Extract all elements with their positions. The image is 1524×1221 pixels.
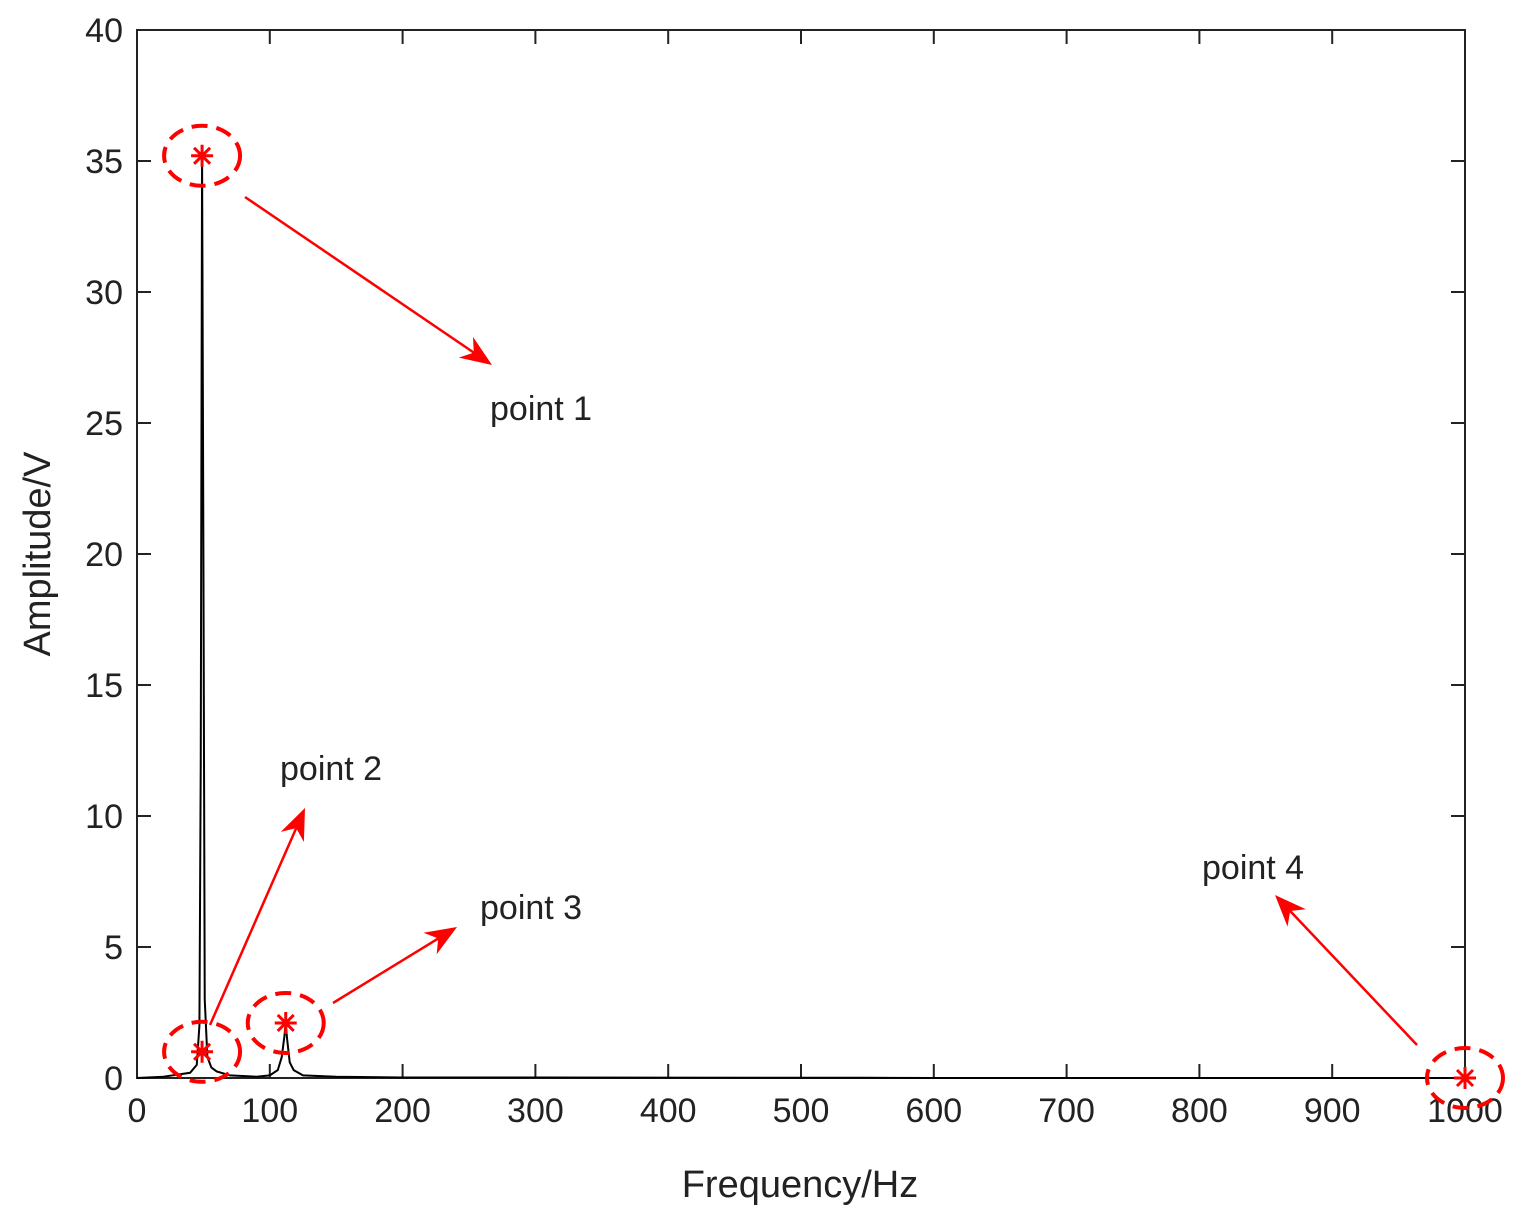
- y-tick-label: 35: [85, 143, 123, 181]
- arrow-shaft: [332, 936, 441, 1005]
- arrow-shaft: [244, 195, 477, 355]
- x-tick-label: 600: [905, 1092, 962, 1130]
- arrow-head: [280, 808, 305, 842]
- x-tick-label: 800: [1171, 1092, 1228, 1130]
- x-tick-label: 100: [241, 1092, 298, 1130]
- highlight-circle: [162, 1019, 243, 1084]
- highlight-circle: [162, 123, 243, 188]
- x-tick-label: 900: [1304, 1092, 1361, 1130]
- arrow-head: [1275, 895, 1306, 927]
- x-tick-label: 500: [773, 1092, 830, 1130]
- y-tick-label: 15: [85, 667, 123, 705]
- y-tick-label: 20: [85, 536, 123, 574]
- y-tick-label: 5: [104, 929, 123, 967]
- arrow-head: [458, 336, 492, 365]
- x-axis-label: Frequency/Hz: [682, 1164, 919, 1206]
- point-marker: [1454, 1067, 1476, 1089]
- point-marker: [191, 144, 214, 167]
- arrow-shaft: [1287, 908, 1418, 1046]
- annotation-label: point 2: [280, 750, 382, 788]
- annotation-label: point 3: [480, 889, 582, 927]
- y-tick-label: 40: [85, 12, 123, 50]
- annotation-label: point 4: [1202, 849, 1304, 887]
- y-axis-label: Amplitude/V: [17, 451, 59, 657]
- annotation-label: point 1: [490, 390, 592, 428]
- spectrum-line: [136, 155, 1465, 1079]
- y-tick-label: 25: [85, 405, 123, 443]
- point-marker: [274, 1011, 297, 1034]
- plot-frame: [136, 29, 1466, 1079]
- x-tick-label: 400: [640, 1092, 697, 1130]
- y-tick-label: 30: [85, 274, 123, 312]
- x-tick-label: 300: [507, 1092, 564, 1130]
- x-tick-label: 200: [374, 1092, 431, 1130]
- arrow-head: [423, 927, 457, 955]
- highlight-circle: [245, 990, 326, 1055]
- x-tick-label: 700: [1038, 1092, 1095, 1130]
- y-tick-label: 10: [85, 798, 123, 836]
- highlight-circle: [1425, 1046, 1505, 1110]
- x-tick-label: 0: [128, 1092, 147, 1130]
- point-marker: [191, 1040, 214, 1063]
- arrow-shaft: [208, 825, 299, 1026]
- y-tick-label: 0: [104, 1060, 123, 1098]
